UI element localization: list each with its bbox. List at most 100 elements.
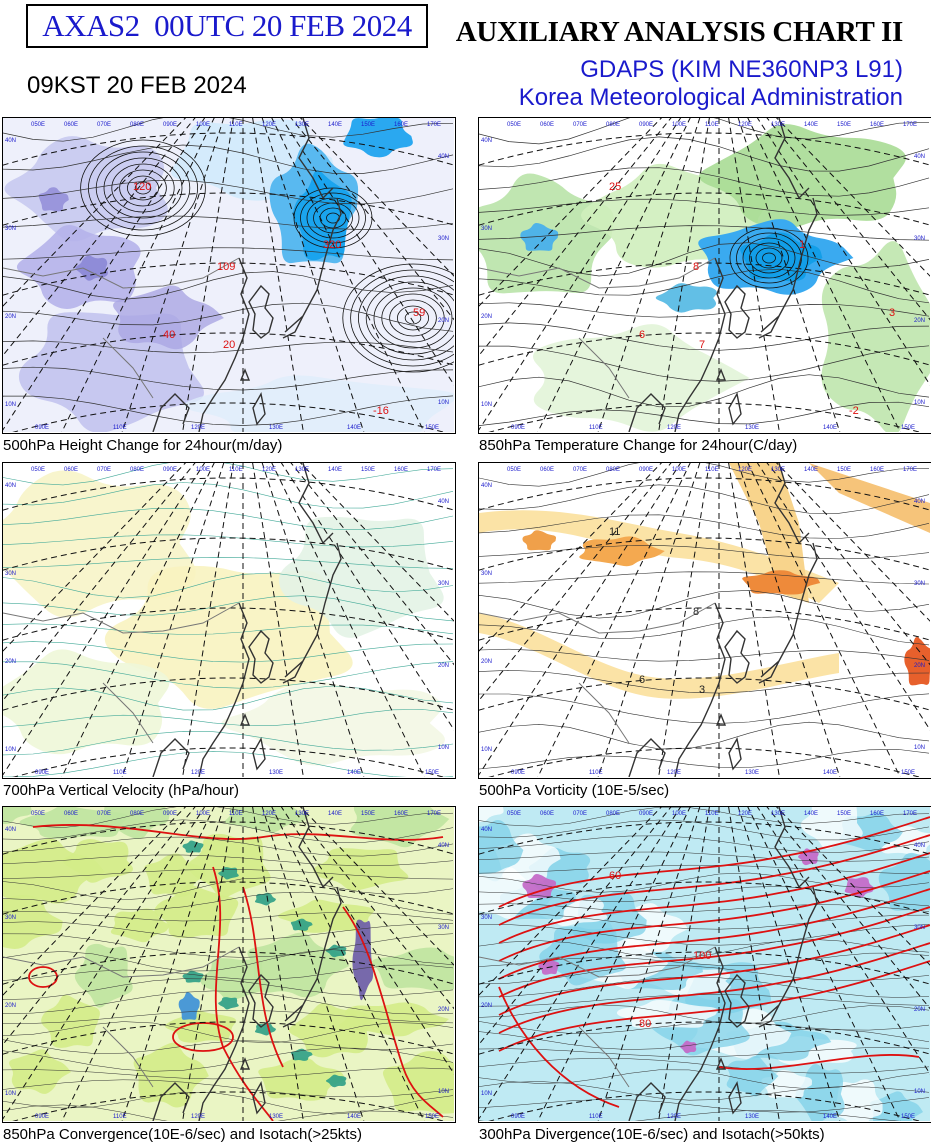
contour-line: [3, 534, 454, 548]
korea-coast: [724, 973, 750, 1028]
isotach-line: [498, 924, 930, 1016]
ascent-field: [221, 681, 445, 766]
lon-label-top: 140E: [804, 811, 818, 817]
contour-value-label: 25: [609, 181, 621, 193]
lon-label-top: 170E: [903, 122, 917, 128]
convergence-field: [3, 894, 63, 949]
longitude-line: [537, 463, 691, 777]
coastline: [3, 463, 342, 777]
lon-label-top: 100E: [672, 467, 686, 473]
vorticity-band: [479, 613, 839, 699]
contour-line: [479, 864, 930, 875]
latitude-line: [479, 1021, 930, 1055]
latitude-line: [479, 677, 930, 711]
lat-label-right: 40N: [438, 843, 449, 849]
lat-label-left: 30N: [5, 915, 16, 921]
divergence-field: [479, 820, 524, 882]
contour-line: [479, 322, 930, 351]
cooling-field: [520, 223, 559, 251]
convergence-field: [224, 807, 310, 833]
lon-label-bottom: 150E: [901, 770, 915, 776]
contour-line: [3, 302, 454, 332]
contour-line: [3, 340, 454, 354]
convergence-field: [258, 1057, 346, 1101]
lon-label-top: 170E: [427, 811, 441, 817]
contour-line: [479, 693, 930, 724]
longitude-line: [252, 118, 304, 432]
lat-label-left: 40N: [481, 138, 492, 144]
ascent-field: [3, 470, 196, 618]
longitude-line: [3, 118, 186, 307]
lon-label-bottom: 110E: [589, 1114, 603, 1120]
longitude-line: [766, 463, 930, 666]
contour-ring: [358, 275, 454, 361]
longitude-line: [121, 118, 225, 432]
lon-label-top: 060E: [64, 811, 78, 817]
lon-label-top: 160E: [394, 467, 408, 473]
contour-ring: [389, 299, 437, 337]
contour-ring: [111, 163, 175, 213]
contour-line: [479, 807, 930, 827]
indochina-coast: [628, 738, 666, 777]
lon-label-top: 170E: [903, 467, 917, 473]
lon-label-top: 150E: [361, 811, 375, 817]
contour-value-label: 60: [609, 870, 621, 882]
contour-line: [479, 1004, 930, 1024]
lon-label-top: 120E: [738, 811, 752, 817]
contour-line: [3, 819, 454, 843]
longitude-line: [290, 118, 454, 321]
country-border: [479, 257, 716, 399]
panel-caption: 850hPa Convergence(10E-6/sec) and Isotac…: [3, 1126, 362, 1143]
lat-label-left: 10N: [5, 402, 16, 408]
vorticity-band: [809, 463, 930, 533]
contour-ring: [119, 169, 167, 207]
lon-label-bottom: 150E: [901, 425, 915, 431]
convergence-max: [178, 991, 200, 1020]
lon-label-top: 080E: [130, 467, 144, 473]
contour-lines: [3, 118, 454, 426]
lat-label-left: 10N: [481, 1091, 492, 1097]
lon-label-top: 110E: [229, 122, 243, 128]
lon-label-top: 090E: [163, 811, 177, 817]
lon-label-bottom: 110E: [113, 1114, 127, 1120]
panel-caption: 500hPa Height Change for 24hour(m/day): [3, 437, 283, 454]
island-coast: [715, 1057, 742, 1115]
latitude-line: [479, 881, 930, 915]
latitude-line: [479, 537, 930, 571]
shaded-field: [75, 255, 108, 281]
longitude-line: [658, 807, 710, 1121]
lon-label-top: 110E: [705, 811, 719, 817]
contour-ring: [80, 139, 206, 237]
lon-label-top: 100E: [196, 467, 210, 473]
longitude-line: [597, 118, 701, 432]
lat-label-left: 30N: [481, 915, 492, 921]
lon-label-top: 100E: [196, 811, 210, 817]
map-canvas: 050E 060E 070E 080E 090E 100E 110E 120E 130E 140E…: [3, 807, 454, 1121]
contour-line: [3, 395, 454, 426]
vorticity-max: [742, 570, 821, 595]
isotach-line: [498, 906, 930, 998]
island-coast: [239, 713, 266, 771]
lon-label-bottom: 140E: [823, 425, 837, 431]
longitude-line: [728, 807, 780, 1121]
latitude-line: [3, 881, 454, 915]
convergence-max: [290, 918, 313, 931]
lat-label-right: 30N: [914, 925, 925, 931]
page-title: AUXILIARY ANALYSIS CHART II: [455, 16, 904, 48]
lon-label-bottom: 120E: [667, 1114, 681, 1120]
contour-ring: [373, 287, 453, 349]
contour-value-label: 3: [889, 307, 895, 319]
lon-label-top: 050E: [31, 122, 45, 128]
lon-label-top: 130E: [295, 811, 309, 817]
value-labels: 25 8 6 7 -2 3 1: [609, 181, 895, 417]
lon-label-top: 140E: [328, 811, 342, 817]
lon-label-top: 170E: [427, 467, 441, 473]
lat-label-left: 20N: [481, 1003, 492, 1009]
contour-line: [3, 933, 454, 958]
contour-line: [3, 482, 454, 509]
contour-value-label: 3: [699, 684, 705, 696]
lon-label-bottom: 150E: [425, 425, 439, 431]
lon-label-bottom: 150E: [901, 1114, 915, 1120]
indochina-coast: [152, 1082, 190, 1121]
contour-ring: [729, 227, 809, 289]
